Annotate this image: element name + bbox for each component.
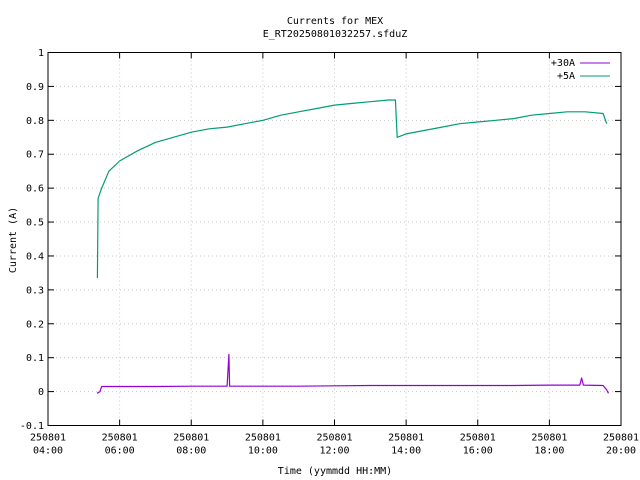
y-tick-label: 0.1 — [26, 353, 44, 364]
x-tick-label-date: 250801 — [460, 433, 496, 444]
x-tick-label-time: 20:00 — [606, 446, 636, 457]
y-tick-label: -0.1 — [20, 421, 44, 432]
y-tick-labels: -0.1 0 0.1 0.2 0.3 0.4 0.5 0.6 0.7 0.8 0.9 1 — [20, 48, 44, 432]
series-line-30a — [96, 353, 610, 394]
x-tick-label-date: 250801 — [603, 433, 639, 444]
y-tick-label: 1 — [38, 48, 44, 59]
y-tick-label: 0.9 — [26, 82, 44, 93]
legend-label-30a: +30A — [551, 58, 575, 69]
y-tick-label: 0.5 — [26, 218, 44, 229]
x-tick-labels: 250801 04:00 250801 06:00 250801 08:00 250801 1… — [30, 433, 639, 457]
x-tick-label-date: 250801 — [388, 433, 424, 444]
chart-title: Currents for MEX — [287, 16, 383, 27]
x-tick-label-time: 14:00 — [391, 446, 421, 457]
x-tick-label-date: 250801 — [316, 433, 352, 444]
x-tick-label-date: 250801 — [30, 433, 66, 444]
series-line-5a — [96, 99, 608, 279]
x-tick-label-date: 250801 — [531, 433, 567, 444]
x-tick-label-time: 06:00 — [105, 446, 135, 457]
legend: +30A +5A — [551, 58, 610, 82]
x-tick-label-time: 08:00 — [176, 446, 206, 457]
x-tick-label-time: 12:00 — [319, 446, 349, 457]
x-tick-label-date: 250801 — [173, 433, 209, 444]
series-layer — [96, 99, 610, 394]
x-tick-label-time: 04:00 — [33, 446, 63, 457]
x-tick-label-date: 250801 — [102, 433, 138, 444]
legend-label-5a: +5A — [557, 71, 575, 82]
y-tick-label: 0.4 — [26, 251, 44, 262]
x-tick-label-time: 16:00 — [463, 446, 493, 457]
y-tick-label: 0.7 — [26, 150, 44, 161]
y-tick-label: 0.3 — [26, 285, 44, 296]
y-axis-label: Current (A) — [8, 207, 19, 273]
y-tick-label: 0.8 — [26, 116, 44, 127]
y-tick-label: 0.2 — [26, 319, 44, 330]
x-tick-label-time: 10:00 — [248, 446, 278, 457]
ticks — [47, 52, 622, 426]
y-tick-label: 0 — [38, 387, 44, 398]
x-axis-label: Time (yymmdd HH:MM) — [278, 466, 392, 477]
chart-subtitle: E_RT20250801032257.sfduZ — [263, 29, 408, 40]
x-tick-label-date: 250801 — [245, 433, 281, 444]
x-tick-label-time: 18:00 — [534, 446, 564, 457]
y-tick-label: 0.6 — [26, 184, 44, 195]
